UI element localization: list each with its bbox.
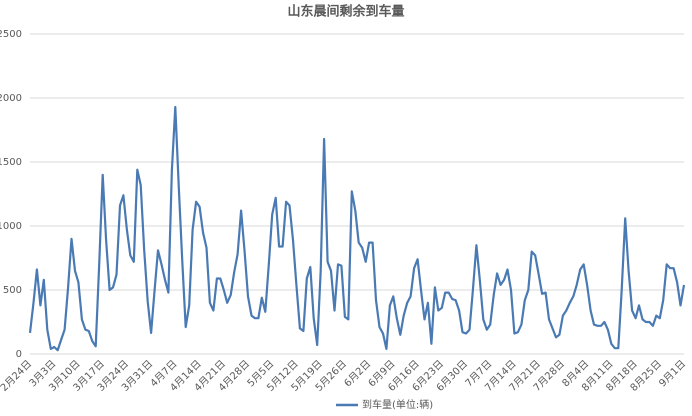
chart-title: 山东晨间剩余到车量 (287, 4, 404, 20)
legend-label: 到车量(单位:辆) (362, 398, 433, 411)
x-tick-label: 9月1日 (657, 358, 689, 390)
y-tick-label: 2000 (0, 93, 22, 104)
y-tick-label: 0 (16, 349, 22, 360)
y-tick-label: 2500 (0, 29, 22, 40)
y-tick-label: 1500 (0, 157, 22, 168)
y-tick-label: 1000 (0, 221, 22, 232)
y-tick-label: 500 (3, 285, 22, 296)
x-tick-label: 2月24日 (0, 358, 34, 394)
line (28, 105, 686, 352)
